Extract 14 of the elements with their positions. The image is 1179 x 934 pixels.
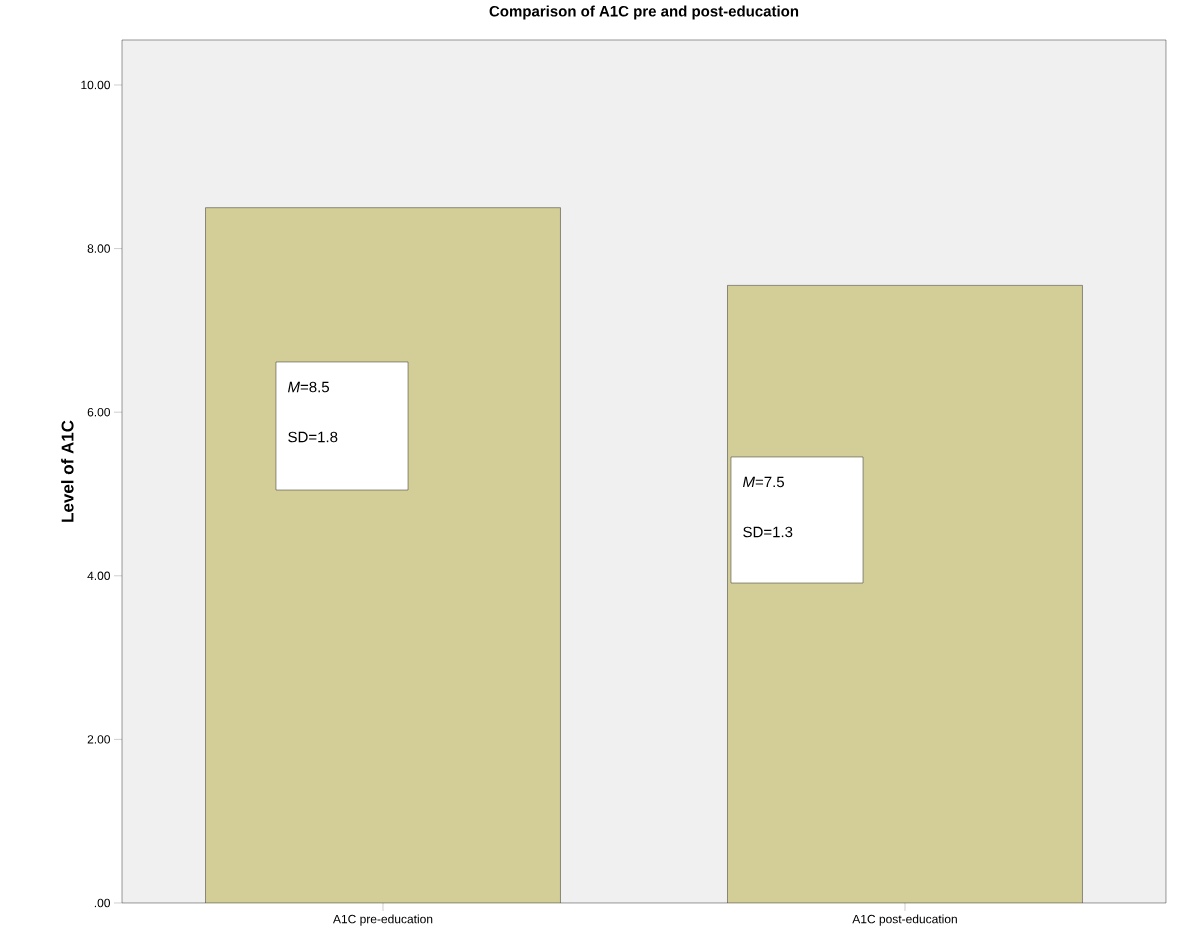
annotation: SD=1.8 (288, 431, 338, 443)
y-axis-title: Level of A1C (61, 420, 74, 522)
annotation: M=8.5 (287, 381, 330, 393)
y-tick-label: 6.00 (87, 407, 111, 417)
y-tick-label: 4.00 (87, 571, 111, 581)
y-tick-label: 8.00 (87, 244, 111, 253)
chart-title: Comparison of A1C pre and post-education (489, 5, 799, 20)
y-tick-label: 10.00 (81, 80, 111, 90)
x-tick-label: A1C pre-education (332, 914, 433, 926)
annotation: SD=1.3 (743, 526, 793, 538)
x-tick-label: A1C post-education (852, 914, 957, 926)
annotation: M=7.5 (742, 476, 785, 488)
y-tick-label: .00 (94, 898, 111, 908)
y-tick-label: 2.00 (87, 735, 111, 744)
